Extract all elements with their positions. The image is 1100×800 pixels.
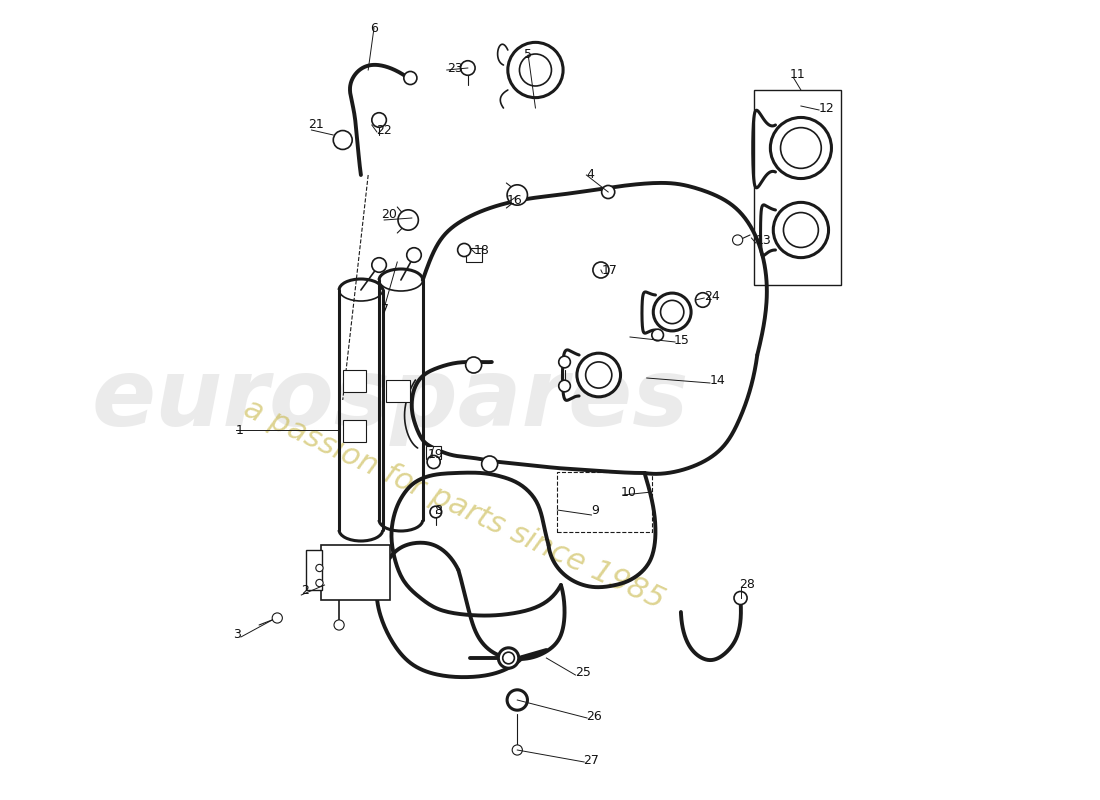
Text: 16: 16 [506,194,522,206]
Circle shape [458,243,471,257]
Text: 23: 23 [447,62,462,74]
Text: 27: 27 [583,754,600,766]
Text: 19: 19 [428,449,443,462]
Circle shape [507,690,528,710]
Circle shape [585,362,612,388]
Circle shape [559,356,571,368]
Text: 15: 15 [673,334,690,346]
Bar [754,90,840,285]
Text: 20: 20 [382,209,397,222]
Text: 11: 11 [790,69,805,82]
Circle shape [398,210,418,230]
Text: 6: 6 [370,22,378,35]
Circle shape [770,118,832,178]
Circle shape [660,300,684,324]
Text: 4: 4 [586,169,594,182]
Circle shape [733,235,742,245]
Circle shape [783,213,818,247]
Circle shape [498,648,519,668]
Circle shape [576,353,620,397]
Text: eurospares: eurospares [91,354,689,446]
Circle shape [372,113,386,127]
Circle shape [781,128,822,168]
Text: 26: 26 [586,710,602,722]
Bar [558,472,652,532]
Text: 8: 8 [433,503,441,517]
Text: 18: 18 [474,243,490,257]
Text: a passion for parts since 1985: a passion for parts since 1985 [239,394,669,614]
Circle shape [508,42,563,98]
Circle shape [461,61,475,75]
Circle shape [482,456,497,472]
Circle shape [465,357,482,373]
Text: 21: 21 [308,118,323,131]
Circle shape [507,185,528,205]
Bar [386,380,409,402]
Circle shape [695,293,710,307]
Circle shape [593,262,609,278]
Bar [307,550,322,590]
Text: 9: 9 [592,503,600,517]
Circle shape [559,380,571,392]
Circle shape [513,745,522,755]
Text: 7: 7 [381,303,388,317]
Text: 13: 13 [756,234,771,246]
Circle shape [653,293,691,331]
Circle shape [602,186,615,198]
Bar [343,370,366,392]
Circle shape [372,258,386,272]
Circle shape [316,564,323,572]
Text: 24: 24 [704,290,719,302]
Circle shape [503,652,515,664]
Circle shape [427,455,440,469]
Circle shape [272,613,283,623]
Circle shape [404,71,417,85]
Bar [321,545,390,600]
Circle shape [519,54,551,86]
Circle shape [407,248,421,262]
Text: 5: 5 [525,48,532,61]
Text: 22: 22 [376,123,392,137]
Circle shape [430,506,441,518]
Text: 14: 14 [710,374,726,386]
Circle shape [734,591,747,605]
Text: 3: 3 [233,629,241,642]
Bar [466,248,483,262]
Circle shape [316,579,323,586]
Text: 10: 10 [620,486,637,498]
Circle shape [334,620,344,630]
Circle shape [333,130,352,150]
Text: 12: 12 [820,102,835,114]
Text: 17: 17 [602,263,617,277]
Bar [343,420,366,442]
Text: 25: 25 [574,666,591,678]
Circle shape [773,202,828,258]
Text: 1: 1 [235,423,244,437]
Text: 2: 2 [301,583,309,597]
Circle shape [652,329,663,341]
Bar [427,446,441,459]
Text: 28: 28 [739,578,755,591]
